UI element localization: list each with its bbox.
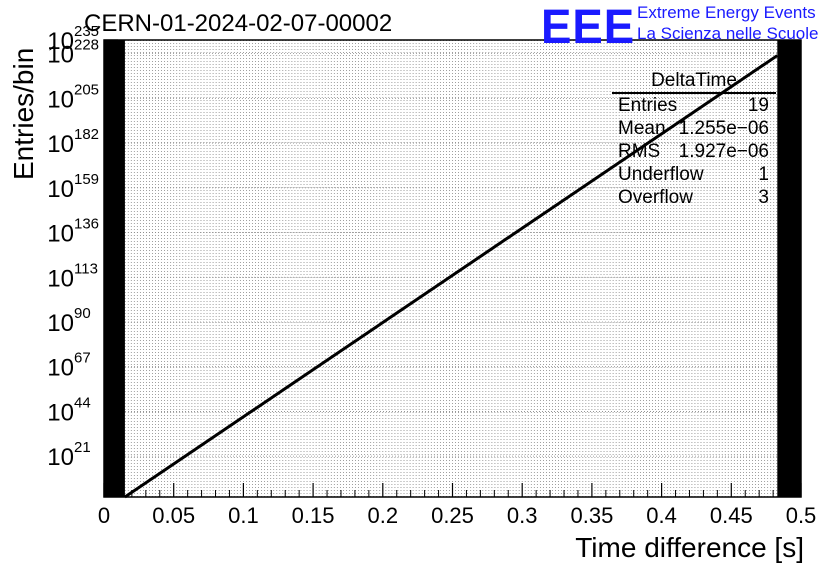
stats-value: 1 [758, 164, 769, 185]
stats-value: 1.255e−06 [678, 118, 769, 139]
x-tick-label: 0.15 [292, 503, 335, 528]
y-tick-label: 10 [47, 86, 74, 113]
y-tick-label: 10 [47, 355, 74, 382]
run-title: CERN-01-2024-02-07-00002 [84, 10, 393, 37]
stats-row: Underflow 1 [612, 163, 776, 186]
y-tick-label: 10 [47, 42, 74, 69]
stats-value: 1.927e−06 [678, 141, 769, 162]
x-tick-label: 0 [98, 503, 110, 528]
stats-label: Entries [618, 95, 678, 116]
x-tick-label: 0.1 [228, 503, 259, 528]
logo-subtitle-2: La Scienza nelle Scuole [637, 24, 819, 43]
x-tick-label: 0.35 [570, 503, 613, 528]
x-tick-label: 0.4 [646, 503, 677, 528]
y-tick-label: 10 [47, 176, 74, 203]
filled-bins [104, 40, 801, 497]
y-tick-label: 10 [47, 444, 74, 471]
x-tick-label: 0.2 [368, 503, 399, 528]
y-tick-exponent: 21 [74, 439, 91, 456]
y-tick-label: 10 [47, 265, 74, 292]
stats-value: 19 [747, 95, 769, 116]
y-tick-exponent: 235 [74, 23, 99, 40]
y-tick-label: 10 [47, 399, 74, 426]
series-line [124, 54, 779, 499]
y-tick-label: 10 [47, 221, 74, 248]
y-tick-exponent: 90 [74, 305, 91, 322]
y-tick-label: 10 [47, 310, 74, 337]
stats-label: RMS [618, 141, 661, 162]
stats-title: DeltaTime [612, 70, 776, 94]
histogram-bin [777, 40, 801, 497]
x-tick-label: 0.5 [786, 503, 817, 528]
stats-row: Mean 1.255e−06 [612, 117, 776, 140]
y-tick-label: 10 [47, 28, 74, 55]
y-tick-exponent: 228 [74, 37, 99, 54]
grid [104, 39, 801, 497]
y-tick-exponent: 67 [74, 350, 91, 367]
x-tick-label: 0.3 [507, 503, 538, 528]
stats-row: Entries 19 [612, 94, 776, 117]
x-tick-label: 0.45 [710, 503, 753, 528]
y-tick-exponent: 113 [74, 260, 98, 277]
y-tick-exponent: 44 [74, 394, 91, 411]
stats-value: 3 [758, 187, 769, 208]
stats-label: Underflow [618, 164, 704, 185]
stats-row: Overflow 3 [612, 186, 776, 209]
y-tick-exponent: 205 [74, 81, 99, 98]
y-tick-exponent: 182 [74, 126, 99, 143]
logo-subtitle-1: Extreme Energy Events [637, 3, 816, 22]
y-tick-label: 10 [47, 131, 74, 158]
y-tick-exponent: 159 [74, 171, 99, 188]
x-axis-label: Time difference [s] [575, 532, 804, 563]
x-tick-label: 0.05 [152, 503, 195, 528]
stats-label: Mean [618, 118, 666, 139]
eee-logo: EEE [541, 1, 636, 54]
stats-box: DeltaTime Entries 19 Mean 1.255e−06 RMS … [612, 70, 776, 209]
x-axis: 0 0.05 0.1 0.15 0.2 0.25 0.3 0.35 0.4 0.45 0.5 [98, 483, 816, 528]
stats-row: RMS 1.927e−06 [612, 140, 776, 163]
y-axis-label: Entries/bin [8, 47, 39, 180]
x-tick-label: 0.25 [431, 503, 474, 528]
y-tick-exponent: 136 [74, 216, 99, 233]
histogram-bin [104, 40, 125, 497]
data-series [124, 54, 779, 499]
stats-label: Overflow [618, 187, 693, 208]
